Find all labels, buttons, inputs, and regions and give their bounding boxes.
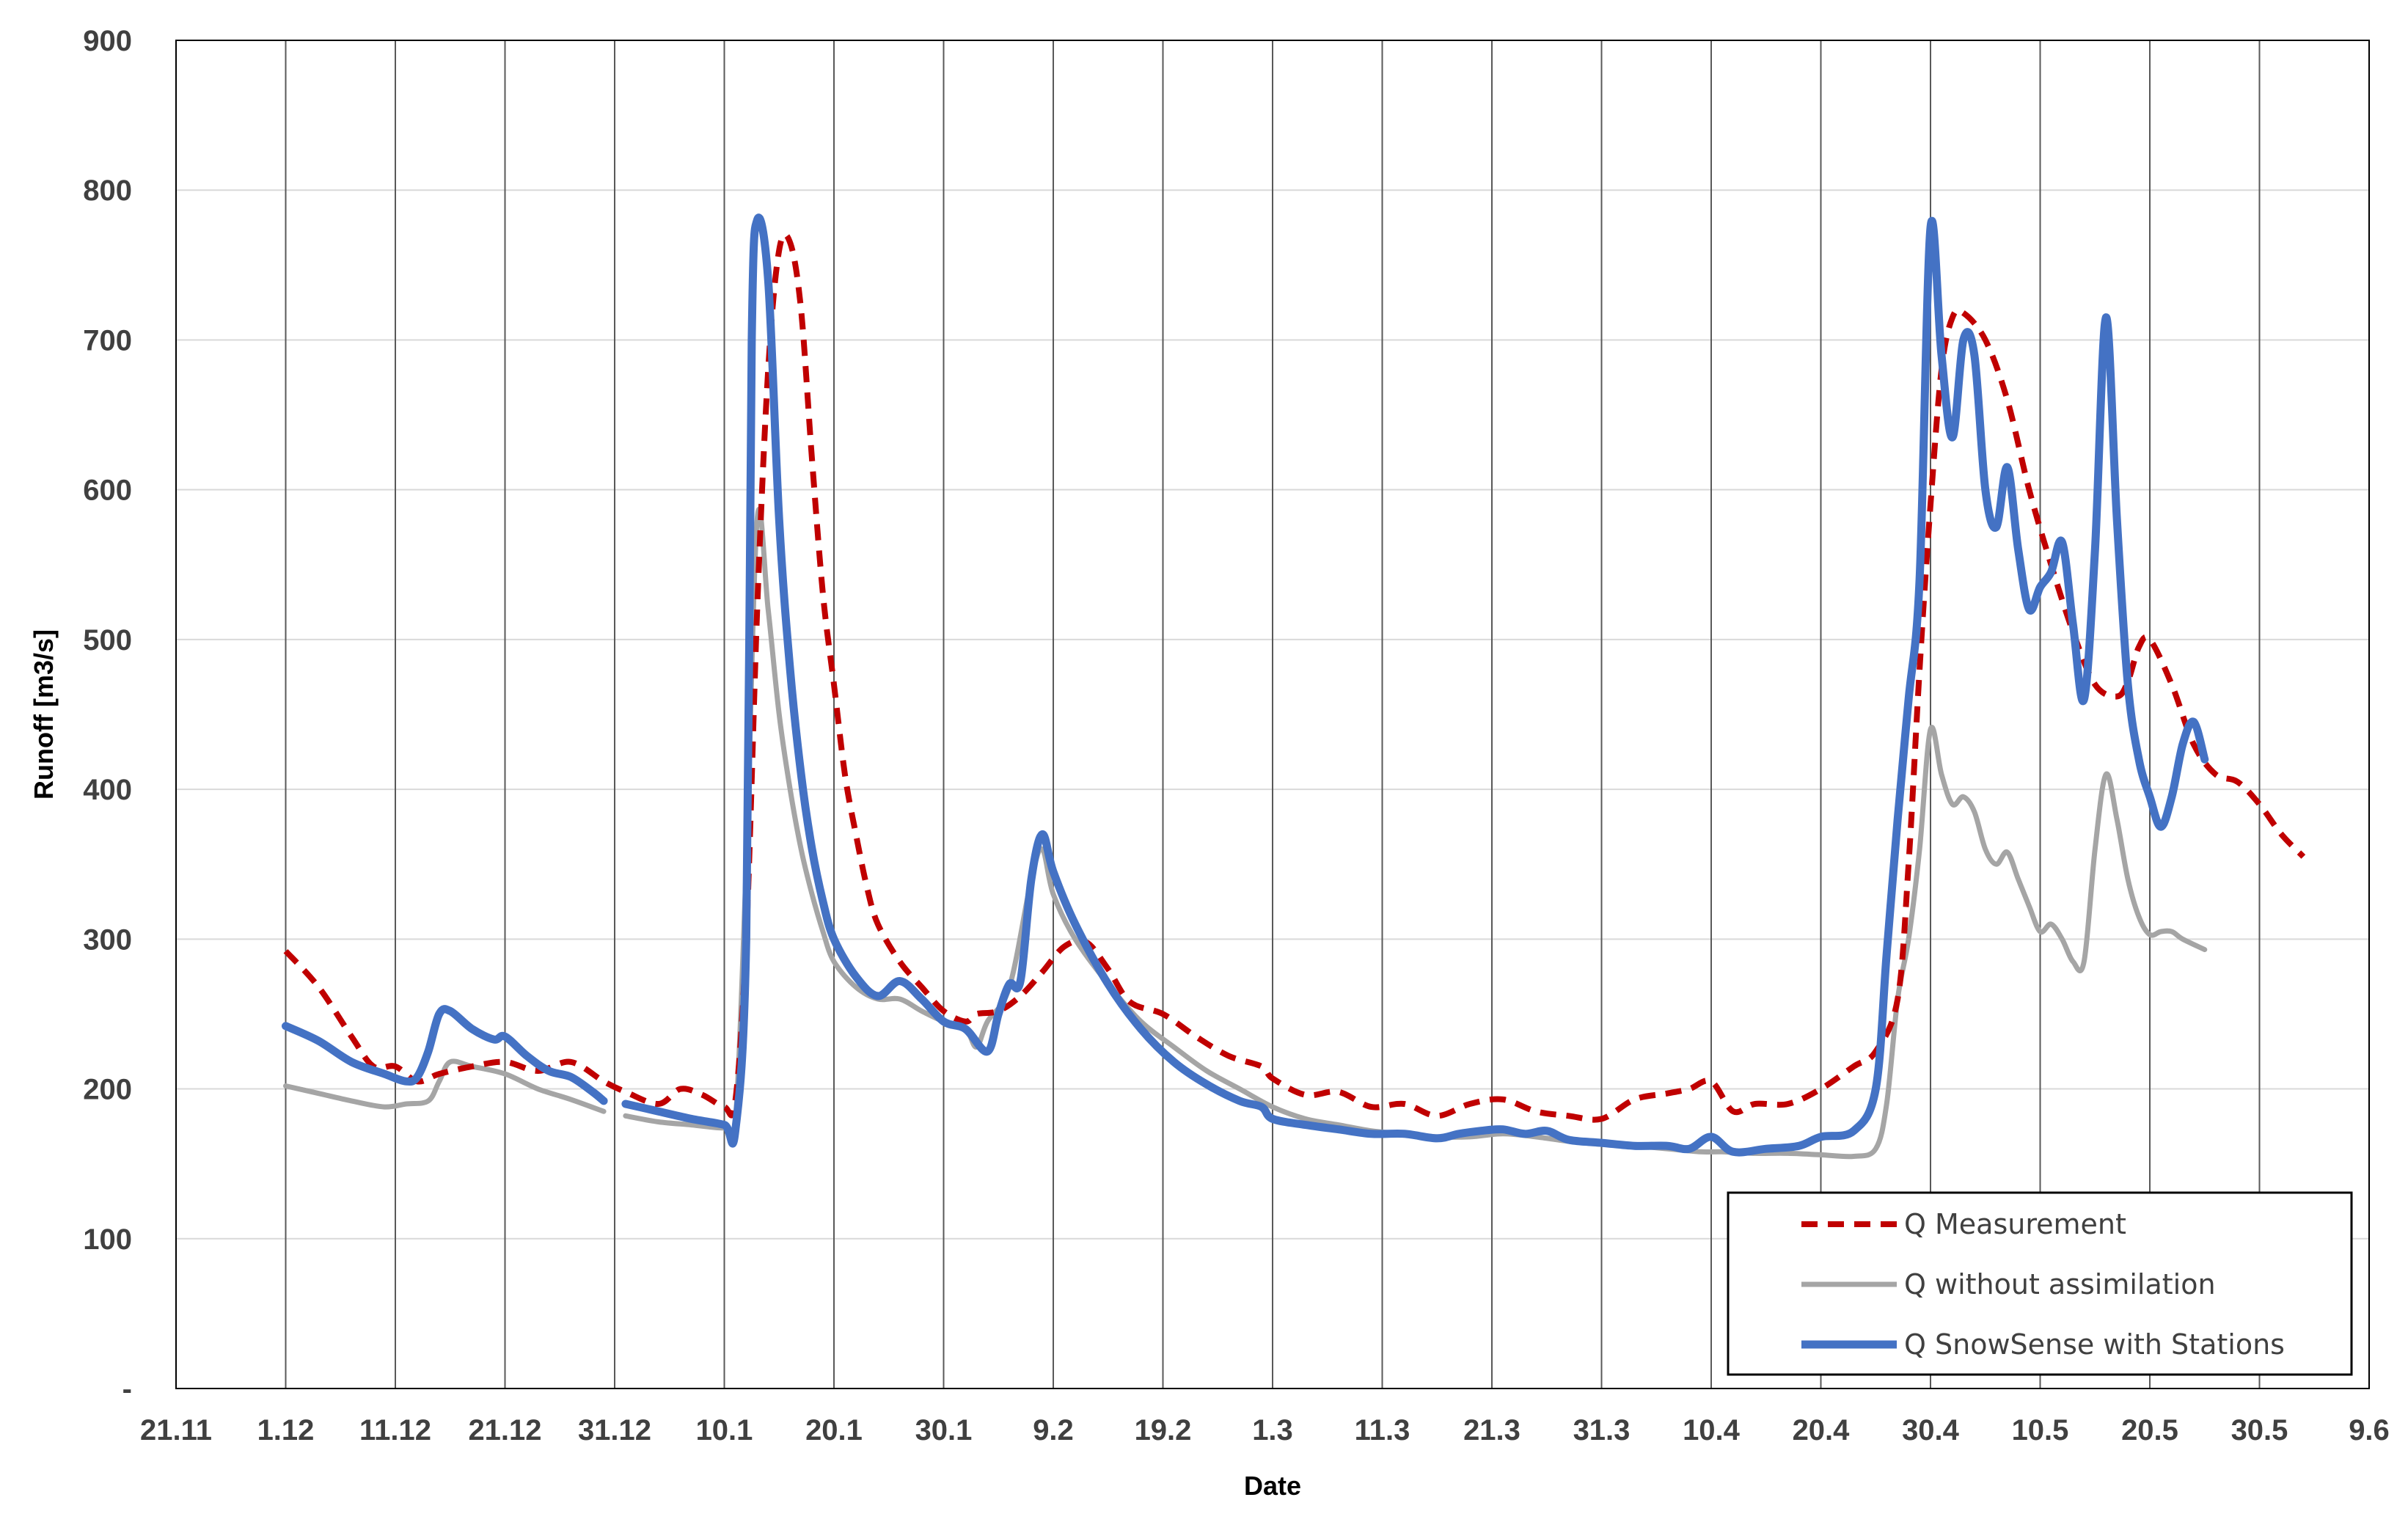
- x-tick-label: 11.12: [359, 1414, 431, 1446]
- y-tick-label: 600: [83, 475, 132, 507]
- x-tick-label: 10.4: [1683, 1414, 1741, 1446]
- y-tick-label: 700: [83, 324, 132, 356]
- x-tick-label: 30.1: [915, 1414, 973, 1446]
- y-tick-label: 100: [83, 1223, 132, 1256]
- y-axis-tick-labels: - 100 200 300 400 500 600 700 800 900: [83, 25, 132, 1405]
- legend: Q Measurement Q without assimilation Q Sno…: [1727, 1191, 2353, 1376]
- x-tick-label: 11.3: [1355, 1414, 1410, 1446]
- grid-lines: [175, 40, 2370, 1389]
- plot-area-border: [175, 40, 2370, 1389]
- series-line-q-snowsense-with-stations: [282, 1005, 608, 1105]
- x-tick-label: 1.3: [1252, 1414, 1293, 1446]
- x-tick-label: 9.6: [2349, 1414, 2390, 1446]
- y-tick-label: 300: [83, 923, 132, 956]
- x-tick-label: 20.1: [805, 1414, 863, 1446]
- x-tick-label: 21.3: [1463, 1414, 1520, 1446]
- series-line-q-measurement: [283, 231, 2306, 1123]
- series-line-q-without-assimilation: [623, 507, 2208, 1160]
- x-tick-label: 19.2: [1135, 1414, 1192, 1446]
- series-line-q-without-assimilation: [283, 1058, 607, 1114]
- x-tick-label: 10.5: [2012, 1414, 2069, 1446]
- series-layer: [282, 213, 2306, 1160]
- series-line-q-snowsense-with-stations: [621, 213, 2209, 1157]
- y-tick-label: 500: [83, 624, 132, 656]
- y-axis-title: Runoff [m3/s]: [29, 629, 59, 800]
- x-tick-label: 9.2: [1033, 1414, 1074, 1446]
- y-tick-label: -: [122, 1373, 132, 1405]
- x-axis-tick-labels: 21.11 1.12 11.12 21.12 31.12 10.1 20.1 30.1 9.2 1…: [140, 1414, 2390, 1446]
- x-tick-label: 21.11: [140, 1414, 212, 1446]
- x-tick-label: 10.1: [696, 1414, 753, 1446]
- legend-entry-label: Q without assimilation: [1904, 1268, 2216, 1300]
- x-tick-label: 1.12: [257, 1414, 315, 1446]
- x-tick-label: 30.4: [1902, 1414, 1960, 1446]
- x-tick-label: 30.5: [2231, 1414, 2288, 1446]
- x-tick-label: 21.12: [468, 1414, 541, 1446]
- x-tick-label: 20.5: [2121, 1414, 2178, 1446]
- x-axis-title: Date: [1244, 1471, 1301, 1501]
- x-tick-label: 31.12: [578, 1414, 651, 1446]
- y-tick-label: 800: [83, 175, 132, 207]
- legend-entry-label: Q SnowSense with Stations: [1904, 1328, 2285, 1361]
- y-tick-label: 900: [83, 25, 132, 57]
- legend-entry-label: Q Measurement: [1904, 1208, 2126, 1240]
- y-tick-label: 400: [83, 774, 132, 806]
- x-tick-label: 20.4: [1793, 1414, 1851, 1446]
- x-tick-label: 31.3: [1573, 1414, 1631, 1446]
- y-tick-label: 200: [83, 1074, 132, 1106]
